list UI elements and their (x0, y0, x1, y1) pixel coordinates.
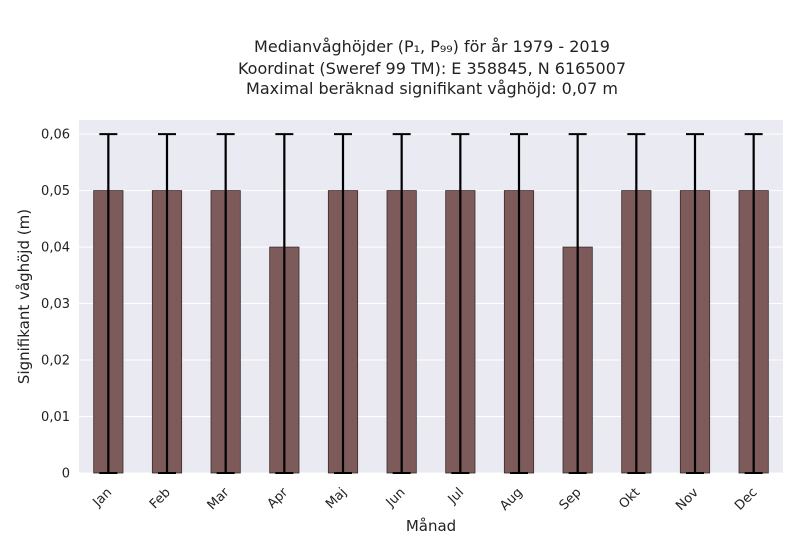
x-tick-label: Jan (90, 485, 115, 510)
title-line-1: Medianvåghöjder (P₁, P₉₉) för år 1979 - … (254, 37, 610, 56)
x-tick-label: Mar (205, 485, 233, 513)
x-tick-label: Nov (673, 485, 702, 514)
x-axis-ticks: Jan Feb Mar Apr Maj Jun Jul Aug Sep Okt Nov Dec (90, 485, 761, 514)
x-tick-label: Jul (445, 485, 467, 507)
x-tick-label: Apr (265, 485, 292, 512)
x-tick-label: Feb (147, 485, 174, 512)
y-tick-label: 0 (62, 467, 70, 482)
x-tick-label: Dec (732, 485, 760, 513)
y-tick-label: 0,04 (41, 241, 70, 256)
x-axis-label: Månad (406, 517, 456, 535)
y-tick-label: 0,03 (41, 297, 70, 312)
plot-area (79, 120, 783, 473)
grid (79, 133, 783, 474)
y-tick-label: 0,05 (41, 184, 70, 199)
x-tick-label: Jun (383, 485, 409, 511)
y-tick-label: 0,01 (41, 410, 70, 425)
error-bars (99, 133, 763, 474)
x-tick-label: Aug (497, 485, 526, 514)
y-tick-label: 0,06 (41, 128, 70, 143)
y-axis-label: Signifikant våghöjd (m) (15, 209, 33, 384)
x-tick-label: Sep (557, 485, 585, 513)
y-tick-label: 0,02 (41, 354, 70, 369)
x-tick-label: Maj (323, 485, 350, 512)
x-tick-label: Okt (616, 485, 643, 512)
chart-title: Medianvåghöjder (P₁, P₉₉) för år 1979 - … (238, 37, 626, 98)
title-line-2: Koordinat (Sweref 99 TM): E 358845, N 61… (238, 59, 626, 78)
title-line-3: Maximal beräknad signifikant våghöjd: 0,… (246, 79, 618, 98)
y-axis-ticks: 0 0,01 0,02 0,03 0,04 0,05 0,06 (41, 128, 70, 482)
